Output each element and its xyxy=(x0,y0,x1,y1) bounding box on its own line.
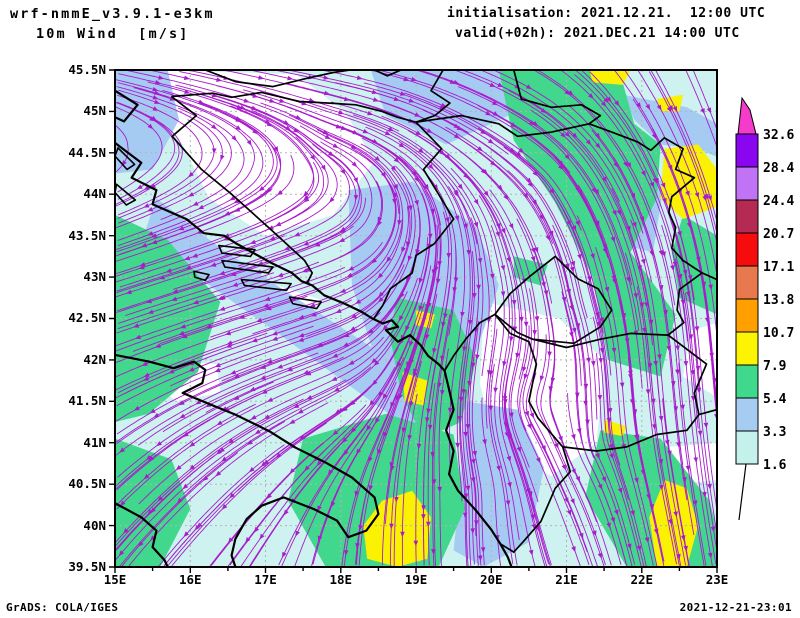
strong-wind-region xyxy=(649,480,699,567)
map-content xyxy=(115,70,717,567)
colorbar-cell xyxy=(735,331,759,366)
lon-tick-label: 19E xyxy=(404,572,428,587)
initialisation-time: initialisation: 2021.12.21. 12:00 UTC xyxy=(447,6,766,21)
colorbar-cell xyxy=(735,166,759,201)
colorbar-label: 17.1 xyxy=(763,260,794,275)
product-title: 10m Wind [m/s] xyxy=(36,26,190,42)
colorbar-label: 28.4 xyxy=(763,161,794,176)
colorbar-overmax-arrow-icon xyxy=(737,96,757,135)
grads-credit: GrADS: COLA/IGES xyxy=(6,601,119,614)
colorbar-cell xyxy=(735,364,759,399)
colorbar-label: 13.8 xyxy=(763,293,794,308)
coastline-border-path xyxy=(204,70,350,88)
lat-tick-label: 44.5N xyxy=(68,144,106,160)
coastline-border-path xyxy=(415,70,451,124)
island-outline xyxy=(240,278,292,292)
lat-tick-label: 45.5N xyxy=(68,62,106,77)
valid-time: valid(+02h): 2021.DEC.21 14:00 UTC xyxy=(455,26,740,41)
lat-tick-label: 44N xyxy=(83,186,106,202)
lat-tick-label: 43.5N xyxy=(68,227,106,243)
colorbar-cell xyxy=(735,430,759,465)
coastline-border-path xyxy=(115,142,513,567)
lat-tick-label: 42.5N xyxy=(68,310,106,326)
coastline-border-path xyxy=(494,255,613,345)
light-wind-region xyxy=(145,198,435,431)
colorbar-cell xyxy=(735,397,759,432)
coastline-border-path xyxy=(115,502,169,567)
colorbar-cell xyxy=(735,298,759,333)
coastline-border-path xyxy=(667,334,708,415)
coastline-border-path xyxy=(115,353,380,567)
coastline-border-path xyxy=(170,95,314,285)
light-wind-region xyxy=(622,94,717,157)
colorbar-label: 20.7 xyxy=(763,227,794,242)
lon-tick-label: 17E xyxy=(254,572,277,587)
model-title: wrf-nmmE_v3.9.1-e3km xyxy=(10,6,215,22)
colorbar-cell xyxy=(735,232,759,267)
lat-tick-label: 41N xyxy=(83,434,106,450)
lon-tick-label: 21E xyxy=(555,572,578,587)
wind-map-plot xyxy=(109,69,718,573)
lat-tick-label: 39.5N xyxy=(68,558,106,574)
coastline-border-path xyxy=(667,272,703,336)
lon-tick-label: 16E xyxy=(178,572,202,587)
colorbar-undermin-pointer xyxy=(738,463,747,521)
colorbar-label: 1.6 xyxy=(763,458,787,473)
colorbar-label: 7.9 xyxy=(763,359,786,374)
strong-wind-region xyxy=(363,490,431,567)
colorbar-label: 5.4 xyxy=(763,392,787,407)
lon-tick-label: 23E xyxy=(705,572,729,587)
lon-tick-label: 15E xyxy=(103,572,127,587)
island-outline xyxy=(218,244,256,258)
coastline-border-path xyxy=(443,313,496,372)
creation-timestamp: 2021-12-21-23:01 xyxy=(679,601,792,614)
coastline-border-path xyxy=(415,114,717,281)
coastline-border-path xyxy=(532,332,669,349)
coastline-border-path xyxy=(171,91,417,124)
colorbar-cell xyxy=(735,265,759,300)
coastline-border-path xyxy=(373,121,455,319)
island-outline xyxy=(288,296,322,310)
coastline-border-path xyxy=(512,70,602,125)
coastline-border-path xyxy=(115,89,139,123)
lat-tick-label: 40.5N xyxy=(68,476,106,492)
island-outline xyxy=(193,270,210,282)
colorbar-label: 24.4 xyxy=(763,194,794,209)
island-outline xyxy=(221,259,274,274)
lat-tick-label: 45N xyxy=(83,103,106,119)
colorbar-label: 10.7 xyxy=(763,326,794,341)
strong-wind-region xyxy=(589,70,631,85)
lon-tick-label: 20E xyxy=(479,572,503,587)
map-frame xyxy=(114,69,718,568)
colorbar-label: 3.3 xyxy=(763,425,786,440)
colorbar-cell xyxy=(735,133,759,168)
axis-tick-marks xyxy=(109,69,718,573)
colorbar-cell xyxy=(735,199,759,234)
lat-tick-label: 41.5N xyxy=(68,393,106,409)
wind-speed-colorbar: 32.6 28.4 24.4 20.7 17.1 13.8 10.7 7.9 5.4 3.3 1.6 xyxy=(735,96,794,521)
lon-tick-label: 22E xyxy=(630,572,654,587)
coastline-border-path xyxy=(374,70,402,77)
lon-tick-label: 18E xyxy=(329,572,353,587)
lat-tick-label: 42N xyxy=(83,351,106,367)
lat-tick-label: 43N xyxy=(83,269,106,285)
lat-tick-label: 40N xyxy=(83,517,106,533)
light-wind-region xyxy=(370,70,533,145)
colorbar-label: 32.6 xyxy=(763,128,794,143)
